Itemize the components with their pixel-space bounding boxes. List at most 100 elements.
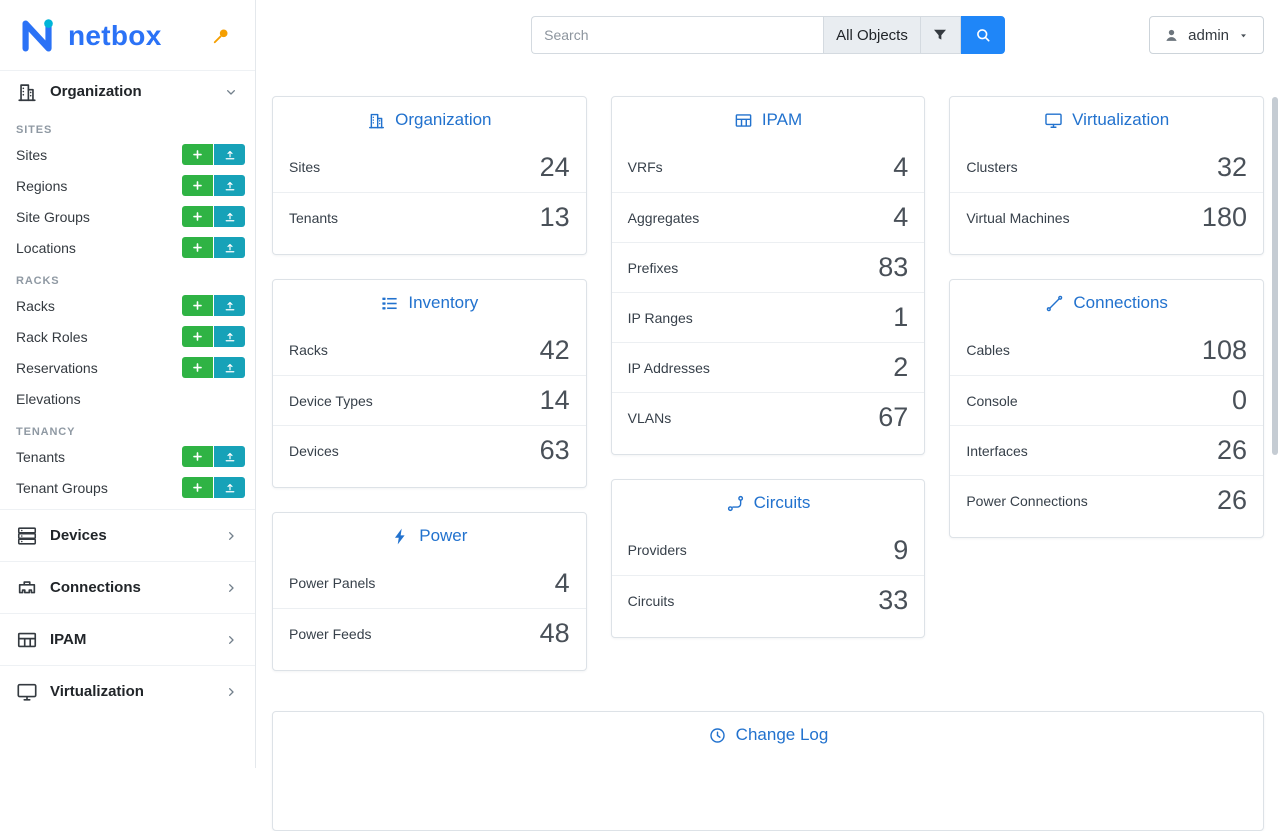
pin-sidebar-button[interactable] [211,26,231,46]
stat-row: Cables 108 [950,325,1263,375]
stat-row: Aggregates 4 [611,192,925,242]
sidebar-item-racks: Racks [0,290,255,321]
stat-link[interactable]: Power Feeds [289,625,372,642]
server-stack-icon [16,525,38,547]
add-button[interactable] [182,446,213,467]
import-button[interactable] [214,237,245,258]
stat-link[interactable]: IP Addresses [627,359,710,376]
add-button[interactable] [182,206,213,227]
ip-table-icon [734,111,753,130]
card-title-link[interactable]: Virtualization [950,97,1263,142]
sidebar-link[interactable]: Tenants [16,448,66,465]
card-title-link[interactable]: Power [273,513,586,558]
sidebar-item-label: Devices [50,527,107,544]
add-button[interactable] [182,175,213,196]
sidebar-link[interactable]: Locations [16,239,76,256]
sidebar-item-ipam[interactable]: IPAM [0,613,255,665]
stat-row: Interfaces 26 [950,425,1263,475]
stat-link[interactable]: Power Connections [966,492,1088,509]
sidebar-link[interactable]: Site Groups [16,208,90,225]
add-button[interactable] [182,237,213,258]
sidebar-item-organization[interactable]: Organization [0,70,255,112]
stat-link[interactable]: Racks [289,342,328,358]
plus-icon [191,241,204,254]
sidebar-item-connections[interactable]: Connections [0,561,255,613]
sidebar-link[interactable]: Racks [16,297,55,314]
stat-link[interactable]: Clusters [966,159,1018,175]
sidebar-link[interactable]: Tenant Groups [16,479,108,496]
sidebar-item-tenants: Tenants [0,441,255,472]
sidebar-item-reservations: Reservations [0,352,255,383]
search-button[interactable] [960,16,1005,54]
import-button[interactable] [214,175,245,196]
search-input[interactable] [531,16,824,54]
sidebar-link[interactable]: Reservations [16,359,98,376]
sidebar-link[interactable]: Elevations [16,390,81,407]
sidebar-item-virtualization[interactable]: Virtualization [0,665,255,717]
stat-row: Power Panels 4 [273,558,586,608]
stat-value: 108 [1201,334,1247,365]
add-button[interactable] [182,326,213,347]
stat-link[interactable]: Cables [966,342,1010,358]
stat-link[interactable]: VRFs [627,159,663,175]
stat-link[interactable]: Interfaces [966,442,1028,459]
sidebar-item-sites: Sites [0,139,255,170]
add-button[interactable] [182,477,213,498]
add-button[interactable] [182,144,213,165]
upload-icon [224,211,236,223]
stat-value: 4 [893,151,909,182]
import-button[interactable] [214,206,245,227]
sidebar-link[interactable]: Rack Roles [16,328,88,345]
stat-link[interactable]: Providers [627,542,687,558]
card-title-link[interactable]: IPAM [612,97,925,142]
filter-button[interactable] [920,16,961,54]
chevron-right-icon [223,528,239,544]
stat-link[interactable]: Sites [289,159,321,175]
stat-row: Prefixes 83 [611,242,925,292]
import-button[interactable] [214,144,245,165]
card-title-text: Connections [1073,293,1168,312]
add-button[interactable] [182,357,213,378]
stat-link[interactable]: Devices [289,442,339,459]
import-button[interactable] [214,446,245,467]
user-menu-button[interactable]: admin [1149,16,1264,54]
stat-value: 32 [1216,151,1247,182]
stat-link[interactable]: Aggregates [627,209,700,226]
stat-link[interactable]: VLANs [627,409,672,426]
stat-row: Racks 42 [273,325,586,375]
stat-value: 83 [878,252,909,282]
import-button[interactable] [214,295,245,316]
card-title-text: Change Log [735,725,829,744]
card-changelog: Change Log [272,711,1264,831]
stat-link[interactable]: Power Panels [289,575,376,591]
import-button[interactable] [214,357,245,378]
sidebar-link[interactable]: Sites [16,146,48,163]
vertical-scrollbar[interactable] [1272,97,1278,455]
add-button[interactable] [182,295,213,316]
card-title-link[interactable]: Circuits [612,480,925,525]
stat-link[interactable]: Virtual Machines [966,209,1070,226]
card-title-link[interactable]: Inventory [273,280,586,325]
card-title-link[interactable]: Change Log [273,712,1263,757]
stat-value: 4 [893,202,909,232]
stat-link[interactable]: Tenants [289,209,339,226]
import-button[interactable] [214,477,245,498]
stat-link[interactable]: Console [966,392,1018,409]
card-title-text: Inventory [408,293,479,312]
object-type-select[interactable]: All Objects [823,16,921,54]
sidebar-link[interactable]: Regions [16,177,68,194]
import-button[interactable] [214,326,245,347]
stat-link[interactable]: Circuits [627,592,675,609]
stat-row: Power Feeds 48 [273,608,586,658]
person-icon [1163,27,1180,44]
stat-row: Power Connections 26 [950,475,1263,525]
stat-link[interactable]: Device Types [289,392,373,409]
main-content: All Objects admin Organization [256,0,1280,831]
stat-link[interactable]: IP Ranges [627,309,693,326]
card-title-link[interactable]: Connections [950,280,1263,325]
card-title-link[interactable]: Organization [273,97,586,142]
sidebar-item-devices[interactable]: Devices [0,509,255,561]
stat-link[interactable]: Prefixes [627,259,679,276]
stat-row: Device Types 14 [273,375,586,425]
netbox-logo[interactable]: netbox [16,15,162,57]
